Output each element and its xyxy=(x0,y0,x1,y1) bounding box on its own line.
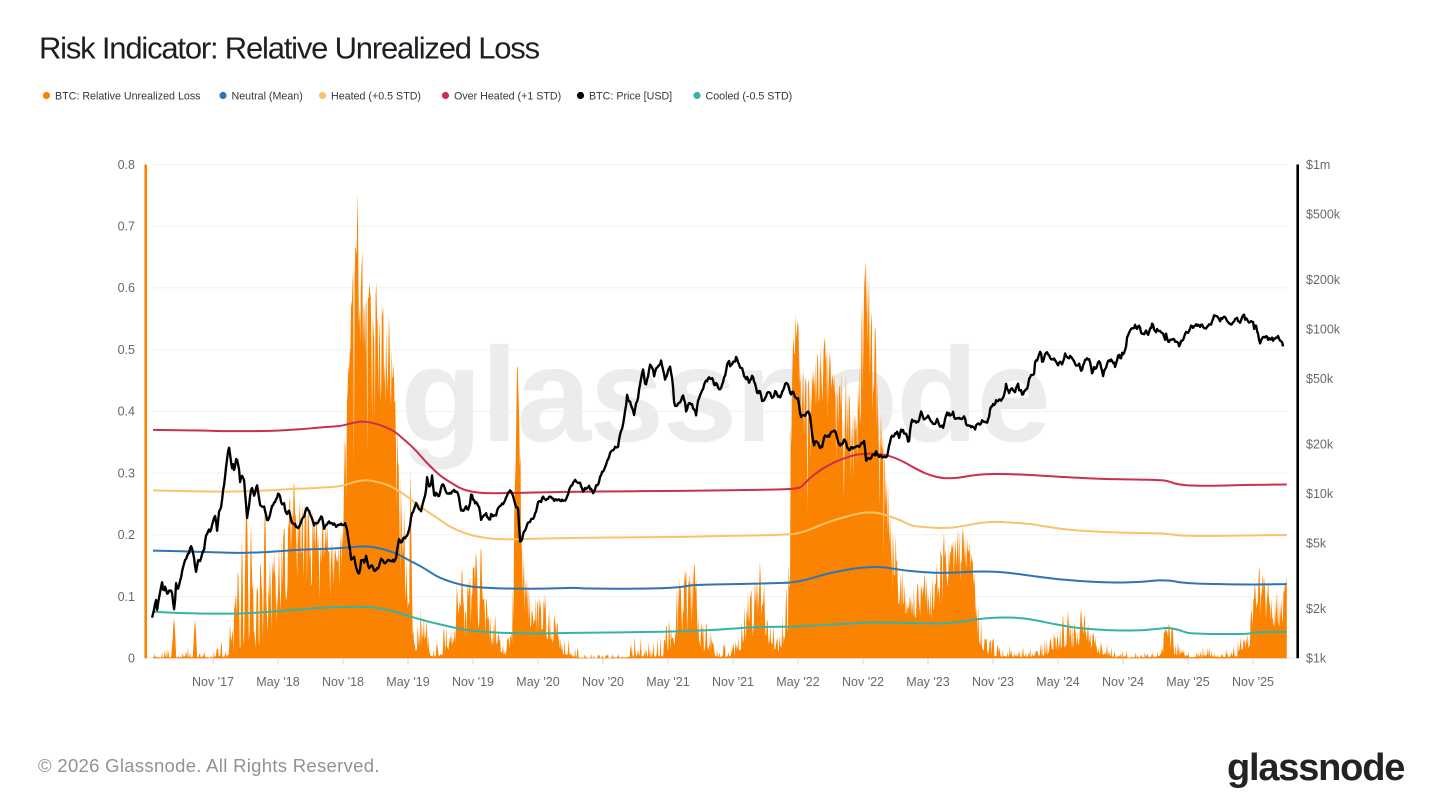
svg-text:Cooled (-0.5 STD): Cooled (-0.5 STD) xyxy=(706,91,793,103)
svg-text:$10k: $10k xyxy=(1306,487,1334,501)
svg-text:May '21: May '21 xyxy=(646,675,689,689)
svg-text:May '24: May '24 xyxy=(1036,675,1079,689)
svg-text:glassnode: glassnode xyxy=(1227,747,1404,789)
svg-text:Over Heated (+1 STD): Over Heated (+1 STD) xyxy=(454,91,561,103)
svg-text:0.3: 0.3 xyxy=(118,466,135,480)
svg-text:Nov '25: Nov '25 xyxy=(1232,675,1274,689)
svg-text:$50k: $50k xyxy=(1306,372,1334,386)
svg-text:Nov '18: Nov '18 xyxy=(322,675,364,689)
svg-text:0.4: 0.4 xyxy=(118,405,135,419)
svg-text:0.1: 0.1 xyxy=(118,590,135,604)
svg-text:0.8: 0.8 xyxy=(118,158,135,172)
svg-text:Neutral (Mean): Neutral (Mean) xyxy=(232,91,303,103)
svg-text:BTC: Price [USD]: BTC: Price [USD] xyxy=(589,91,672,103)
svg-text:$20k: $20k xyxy=(1306,438,1334,452)
svg-text:0.5: 0.5 xyxy=(118,343,135,357)
svg-text:© 2026 Glassnode. All Rights R: © 2026 Glassnode. All Rights Reserved. xyxy=(38,755,380,776)
svg-text:$1m: $1m xyxy=(1306,158,1330,172)
svg-text:$5k: $5k xyxy=(1306,537,1327,551)
svg-text:$1k: $1k xyxy=(1306,652,1327,666)
svg-text:Heated (+0.5 STD): Heated (+0.5 STD) xyxy=(331,91,421,103)
svg-text:$100k: $100k xyxy=(1306,322,1341,336)
svg-text:Nov '23: Nov '23 xyxy=(972,675,1014,689)
svg-text:Nov '17: Nov '17 xyxy=(192,675,234,689)
svg-text:May '20: May '20 xyxy=(516,675,559,689)
svg-text:Nov '24: Nov '24 xyxy=(1102,675,1144,689)
svg-text:0: 0 xyxy=(128,652,135,666)
svg-text:Nov '19: Nov '19 xyxy=(452,675,494,689)
svg-text:May '22: May '22 xyxy=(776,675,819,689)
svg-text:0.6: 0.6 xyxy=(118,281,135,295)
svg-text:Nov '20: Nov '20 xyxy=(582,675,624,689)
svg-text:$500k: $500k xyxy=(1306,207,1341,221)
svg-text:0.2: 0.2 xyxy=(118,528,135,542)
svg-text:glassnode: glassnode xyxy=(400,321,1049,470)
svg-text:May '18: May '18 xyxy=(256,675,299,689)
svg-text:$200k: $200k xyxy=(1306,273,1341,287)
svg-text:Nov '22: Nov '22 xyxy=(842,675,884,689)
svg-text:Nov '21: Nov '21 xyxy=(712,675,754,689)
svg-text:0.7: 0.7 xyxy=(118,220,135,234)
svg-text:BTC: Relative Unrealized Loss: BTC: Relative Unrealized Loss xyxy=(55,91,201,103)
svg-text:$2k: $2k xyxy=(1306,602,1327,616)
svg-text:May '23: May '23 xyxy=(906,675,949,689)
svg-text:May '25: May '25 xyxy=(1166,675,1209,689)
svg-text:May '19: May '19 xyxy=(386,675,429,689)
svg-text:Risk Indicator: Relative Unrea: Risk Indicator: Relative Unrealized Loss xyxy=(39,31,540,66)
